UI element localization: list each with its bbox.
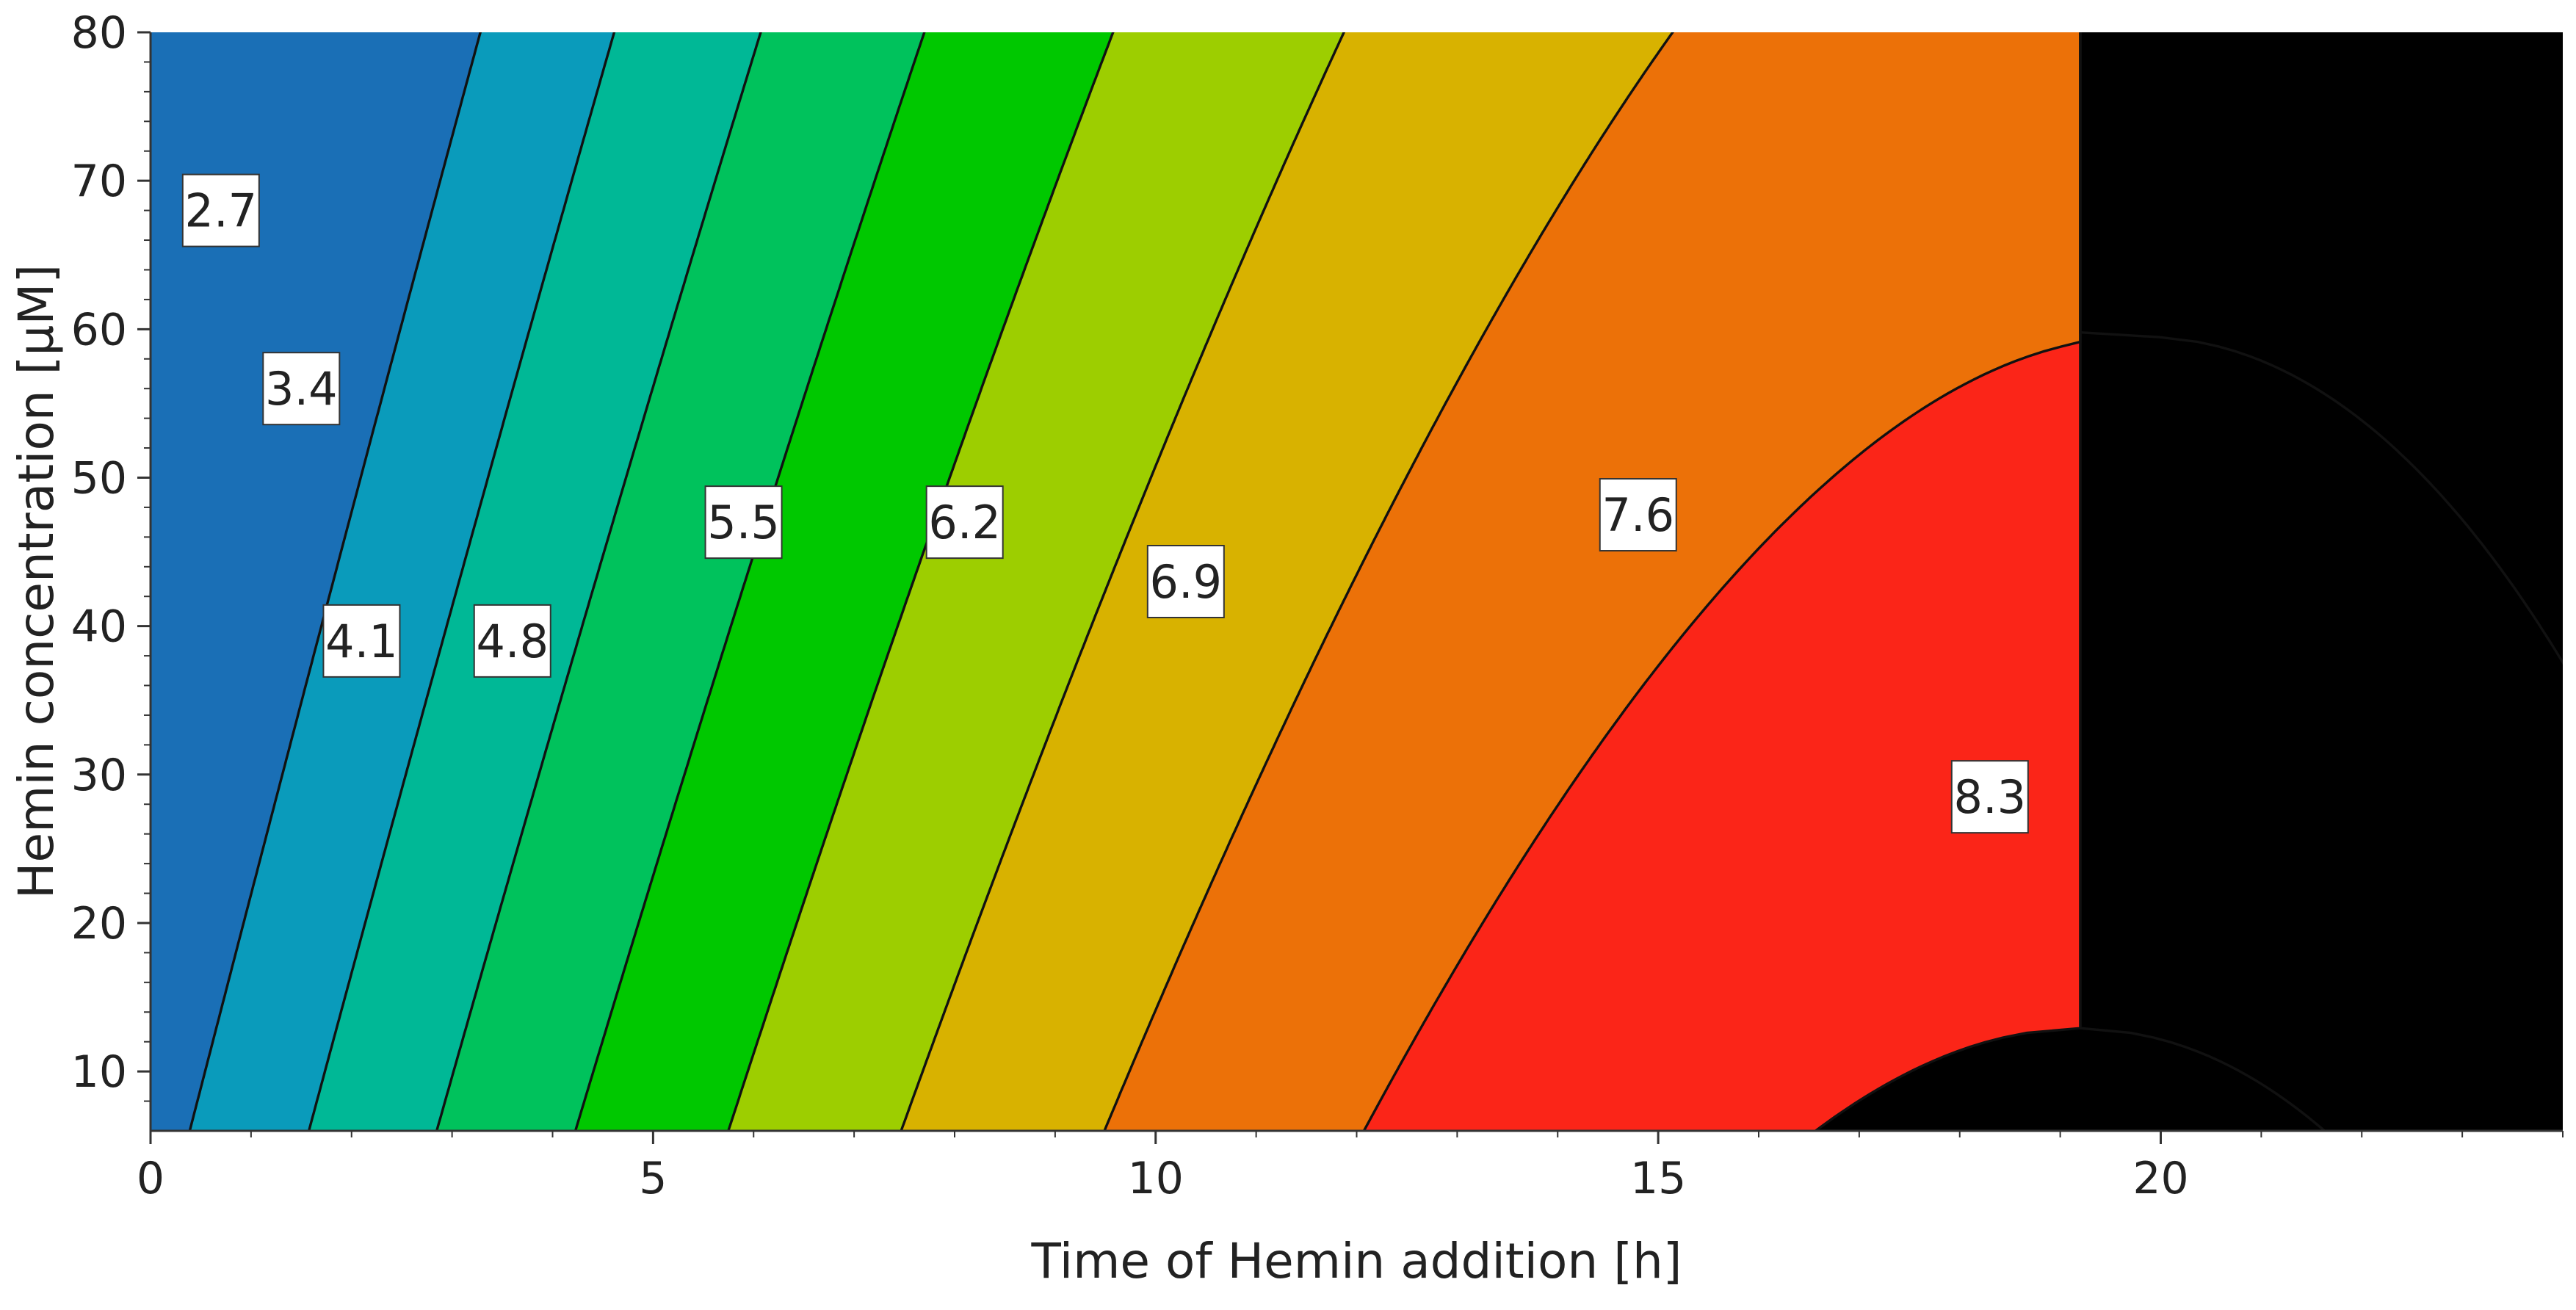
contour-label-box: [322, 604, 401, 678]
contour-label: 6.9: [1146, 545, 1225, 618]
contour-label-text: 8.3: [1954, 770, 2027, 824]
contour-label-text: 7.6: [1602, 488, 1674, 542]
contour-label-text: 5.5: [707, 496, 780, 549]
contour-label: 2.7: [181, 173, 260, 247]
contour-label: 8.3: [1950, 760, 2029, 834]
contour-label: 7.6: [1599, 478, 1677, 552]
contour-labels: 2.7 3.4 4.1 4.8 5.5 6.2 6.9 7.6 8.3: [181, 173, 2029, 834]
y-tick-label: 40: [71, 601, 127, 653]
contour-label-box: [704, 485, 783, 560]
contour-label-box: [473, 604, 551, 678]
contour-label-box: [1146, 545, 1225, 618]
contour-label-text: 4.1: [325, 615, 398, 668]
x-tick-label: 0: [137, 1153, 164, 1204]
y-axis: 10 20 30 40 50 60 70 80: [71, 7, 152, 1131]
contour-label: 5.5: [704, 485, 783, 560]
contour-label-box: [1599, 478, 1677, 552]
x-tick-label: 10: [1128, 1153, 1184, 1204]
contour-band: [1815, 32, 2563, 1131]
contour-line: [1103, 32, 1674, 1131]
contour-label-text: 4.8: [476, 615, 549, 668]
y-tick-label: 20: [71, 898, 127, 949]
contour-label-box: [181, 173, 260, 247]
contour-label-box: [925, 485, 1004, 560]
contour-bands: [151, 32, 2563, 1131]
contour-line: [307, 32, 616, 1131]
contour-line: [900, 32, 1346, 1131]
contour-line: [188, 32, 482, 1131]
contour-label: 4.8: [473, 604, 551, 678]
contour-line: [435, 32, 762, 1131]
y-tick-label: 70: [71, 156, 127, 207]
contour-lines: [188, 32, 2563, 1131]
x-axis: 0 5 10 15 20: [137, 1129, 2564, 1204]
y-tick-label: 80: [71, 7, 127, 59]
x-tick-label: 15: [1630, 1153, 1686, 1204]
contour-line: [2079, 32, 2327, 1131]
y-tick-label: 10: [71, 1046, 127, 1098]
y-axis-title: Hemin concentration [µM]: [8, 264, 65, 899]
contour-label: 3.4: [262, 352, 341, 426]
contour-label-text: 2.7: [185, 184, 258, 238]
contour-label: 6.2: [925, 485, 1004, 560]
plot-area: 2.7 3.4 4.1 4.8 5.5 6.2 6.9 7.6 8.3: [151, 32, 2563, 1131]
contour-label: 4.1: [322, 604, 401, 678]
x-tick-label: 20: [2132, 1153, 2188, 1204]
y-tick-label: 30: [71, 750, 127, 801]
contour-label-text: 6.2: [928, 496, 1001, 549]
contour-line: [574, 32, 926, 1131]
y-tick-label: 50: [71, 452, 127, 504]
contour-label-box: [262, 352, 341, 426]
contour-line: [727, 32, 1115, 1131]
contour-label-text: 3.4: [265, 362, 338, 416]
contour-label-text: 6.9: [1150, 555, 1223, 609]
contour-label-box: [1950, 760, 2029, 834]
x-axis-title: Time of Hemin addition [h]: [1030, 1233, 1682, 1289]
y-tick-label: 60: [71, 304, 127, 355]
x-tick-label: 5: [639, 1153, 667, 1204]
